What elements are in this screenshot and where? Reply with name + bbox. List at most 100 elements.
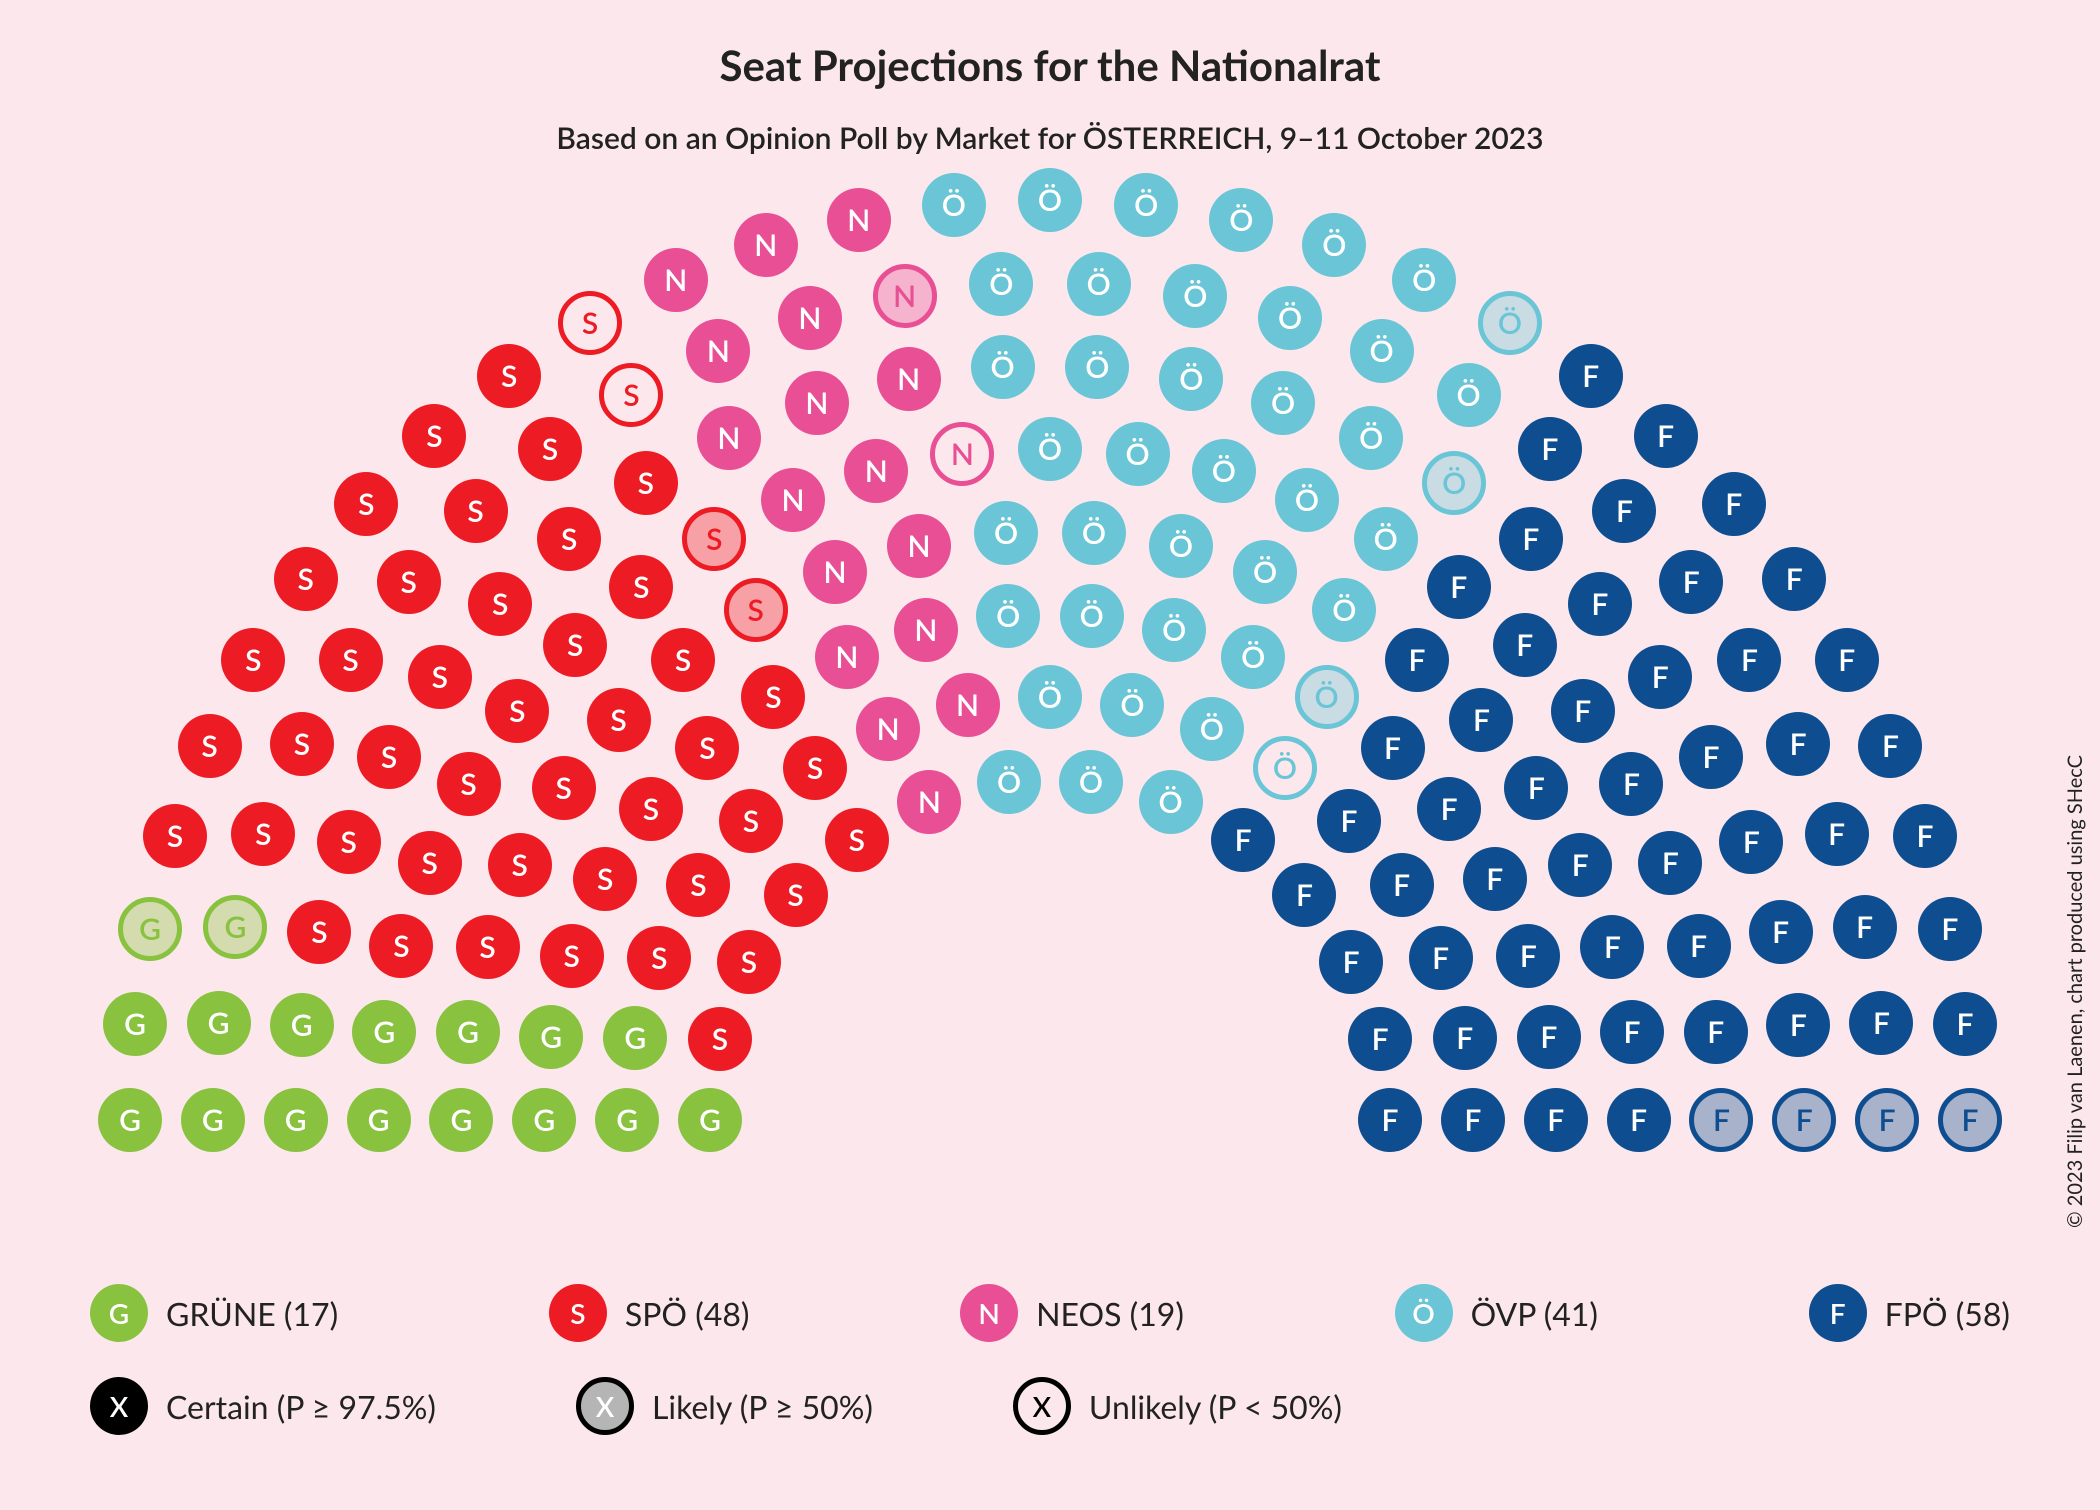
seat-o: Ö — [1163, 264, 1227, 328]
seat-o: Ö — [1437, 363, 1501, 427]
seat-o: Ö — [1253, 736, 1317, 800]
prob-legend-likely: XLikely (P ≥ 50%) — [576, 1377, 873, 1435]
seat-n: N — [761, 468, 825, 532]
seat-n: N — [644, 248, 708, 312]
seat-o: Ö — [1354, 507, 1418, 571]
seat-s: S — [398, 831, 462, 895]
seat-g: G — [98, 1088, 162, 1152]
seat-o: Ö — [1114, 173, 1178, 237]
seat-s: S — [558, 291, 622, 355]
seat-n: N — [778, 286, 842, 350]
seat-s: S — [537, 507, 601, 571]
seat-f: F — [1684, 1000, 1748, 1064]
seat-s: S — [485, 679, 549, 743]
seat-g: G — [678, 1088, 742, 1152]
seat-g: G — [187, 991, 251, 1055]
seat-f: F — [1628, 645, 1692, 709]
seat-f: F — [1385, 628, 1449, 692]
seat-f: F — [1417, 777, 1481, 841]
seat-o: Ö — [974, 501, 1038, 565]
seat-s: S — [319, 628, 383, 692]
seat-o: Ö — [1295, 665, 1359, 729]
seat-o: Ö — [1149, 514, 1213, 578]
seat-s: S — [456, 915, 520, 979]
seat-s: S — [587, 688, 651, 752]
seat-f: F — [1463, 847, 1527, 911]
legend-label: GRÜNE (17) — [166, 1294, 338, 1333]
seat-f: F — [1272, 863, 1336, 927]
seat-s: S — [518, 417, 582, 481]
seat-g: G — [103, 992, 167, 1056]
legend-label: SPÖ (48) — [625, 1294, 750, 1333]
seat-s: S — [221, 628, 285, 692]
seat-f: F — [1815, 628, 1879, 692]
seat-s: S — [532, 756, 596, 820]
seat-s: S — [402, 404, 466, 468]
seat-s: S — [468, 572, 532, 636]
seat-f: F — [1634, 404, 1698, 468]
seat-f: F — [1599, 752, 1663, 816]
seat-s: S — [444, 479, 508, 543]
seat-f: F — [1504, 756, 1568, 820]
seat-f: F — [1749, 900, 1813, 964]
seat-s: S — [543, 613, 607, 677]
seat-s: S — [619, 777, 683, 841]
seat-g: G — [512, 1088, 576, 1152]
legend-item-f: F FPÖ (58) — [1809, 1284, 2010, 1342]
seat-n: N — [734, 213, 798, 277]
seat-s: S — [599, 363, 663, 427]
seat-f: F — [1427, 555, 1491, 619]
seat-f: F — [1370, 853, 1434, 917]
seat-o: Ö — [1302, 213, 1366, 277]
seat-g: G — [264, 1088, 328, 1152]
seat-s: S — [609, 555, 673, 619]
seat-f: F — [1702, 472, 1766, 536]
legend-item-n: NNEOS (19) — [960, 1284, 1184, 1342]
seat-f: F — [1638, 831, 1702, 895]
seat-o: Ö — [971, 335, 1035, 399]
seat-f: F — [1766, 993, 1830, 1057]
seat-o: Ö — [1018, 168, 1082, 232]
seat-o: Ö — [1392, 248, 1456, 312]
seat-f: F — [1551, 679, 1615, 743]
seat-f: F — [1719, 810, 1783, 874]
seat-o: Ö — [1062, 501, 1126, 565]
seat-f: F — [1938, 1088, 2002, 1152]
seat-s: S — [231, 802, 295, 866]
seat-o: Ö — [1018, 665, 1082, 729]
legend-label: NEOS (19) — [1036, 1294, 1184, 1333]
seat-n: N — [844, 439, 908, 503]
seat-o: Ö — [1067, 252, 1131, 316]
legend-item-g: G GRÜNE (17) — [90, 1284, 338, 1342]
seat-o: Ö — [976, 584, 1040, 648]
seat-s: S — [178, 714, 242, 778]
seat-f: F — [1659, 550, 1723, 614]
seat-n: N — [936, 673, 1000, 737]
seat-o: Ö — [1018, 417, 1082, 481]
seat-f: F — [1348, 1007, 1412, 1071]
legend-swatch: F — [1809, 1284, 1867, 1342]
seat-n: N — [803, 540, 867, 604]
legend-swatch: G — [90, 1284, 148, 1342]
party-legend-row: GGRÜNE (17)SSPÖ (48)NNEOS (19)ÖÖVP (41)F… — [90, 1284, 2010, 1342]
prob-legend-certain: XCertain (P ≥ 97.5%) — [90, 1377, 436, 1435]
seat-f: F — [1548, 833, 1612, 897]
seat-g: G — [603, 1006, 667, 1070]
seat-o: Ö — [1142, 598, 1206, 662]
seat-f: F — [1893, 804, 1957, 868]
seat-f: F — [1772, 1088, 1836, 1152]
seat-g: G — [429, 1088, 493, 1152]
legend-swatch: Ö — [1395, 1284, 1453, 1342]
seat-s: S — [627, 926, 691, 990]
seat-o: Ö — [1192, 439, 1256, 503]
seat-n: N — [894, 598, 958, 662]
seat-s: S — [719, 789, 783, 853]
seat-o: Ö — [1233, 540, 1297, 604]
seat-g: G — [270, 993, 334, 1057]
seat-o: Ö — [1350, 319, 1414, 383]
legend-label: FPÖ (58) — [1885, 1294, 2010, 1333]
seat-g: G — [347, 1088, 411, 1152]
seat-f: F — [1858, 714, 1922, 778]
seat-o: Ö — [922, 173, 986, 237]
seat-s: S — [573, 847, 637, 911]
